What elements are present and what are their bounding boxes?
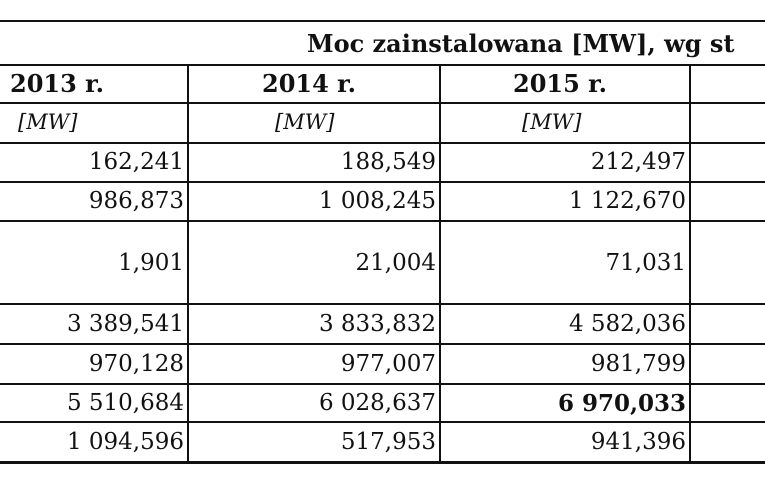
column-divider bbox=[689, 64, 691, 462]
table-cell: 188,549 bbox=[340, 149, 436, 175]
column-divider bbox=[187, 64, 189, 462]
row-divider bbox=[0, 343, 765, 345]
row-divider bbox=[0, 142, 765, 144]
row-divider bbox=[0, 64, 765, 66]
table-cell: 212,497 bbox=[590, 149, 686, 175]
column-header-year: 2015 r. bbox=[513, 69, 607, 98]
column-header-year: 2014 r. bbox=[262, 69, 356, 98]
table-cell: 1 122,670 bbox=[568, 188, 686, 214]
table-cell: 977,007 bbox=[340, 351, 436, 377]
column-divider bbox=[439, 64, 441, 462]
table-cell: 71,031 bbox=[605, 250, 686, 276]
row-divider bbox=[0, 181, 765, 183]
table-cell: 21,004 bbox=[355, 250, 436, 276]
column-header-unit: [MW] bbox=[522, 110, 582, 134]
table-cell: 162,241 bbox=[88, 149, 184, 175]
table-cell: 4 582,036 bbox=[568, 311, 686, 337]
table-cell: 6 028,637 bbox=[318, 390, 436, 416]
column-header-unit: [MW] bbox=[275, 110, 335, 134]
row-divider bbox=[0, 383, 765, 385]
table-cell: 3 389,541 bbox=[66, 311, 184, 337]
table-cell: 1,901 bbox=[118, 250, 184, 276]
table-top-border bbox=[0, 20, 765, 22]
table-cell: 981,799 bbox=[590, 351, 686, 377]
table-cell: 6 970,033 bbox=[557, 390, 686, 417]
table-cell: 1 094,596 bbox=[66, 429, 184, 455]
table-cell: 1 008,245 bbox=[318, 188, 436, 214]
table-cell: 3 833,832 bbox=[318, 311, 436, 337]
column-header-year: 2013 r. bbox=[10, 69, 104, 98]
row-divider bbox=[0, 102, 765, 104]
row-divider bbox=[0, 421, 765, 423]
table-cell: 986,873 bbox=[88, 188, 184, 214]
table-cell: 5 510,684 bbox=[66, 390, 184, 416]
column-header-unit: [MW] bbox=[18, 110, 78, 134]
table-bottom-border bbox=[0, 461, 765, 464]
row-divider bbox=[0, 303, 765, 305]
table-cell: 941,396 bbox=[590, 429, 686, 455]
table-cell: 517,953 bbox=[340, 429, 436, 455]
row-divider bbox=[0, 220, 765, 222]
table-title: Moc zainstalowana [MW], wg st bbox=[307, 29, 735, 58]
table-cell: 970,128 bbox=[88, 351, 184, 377]
